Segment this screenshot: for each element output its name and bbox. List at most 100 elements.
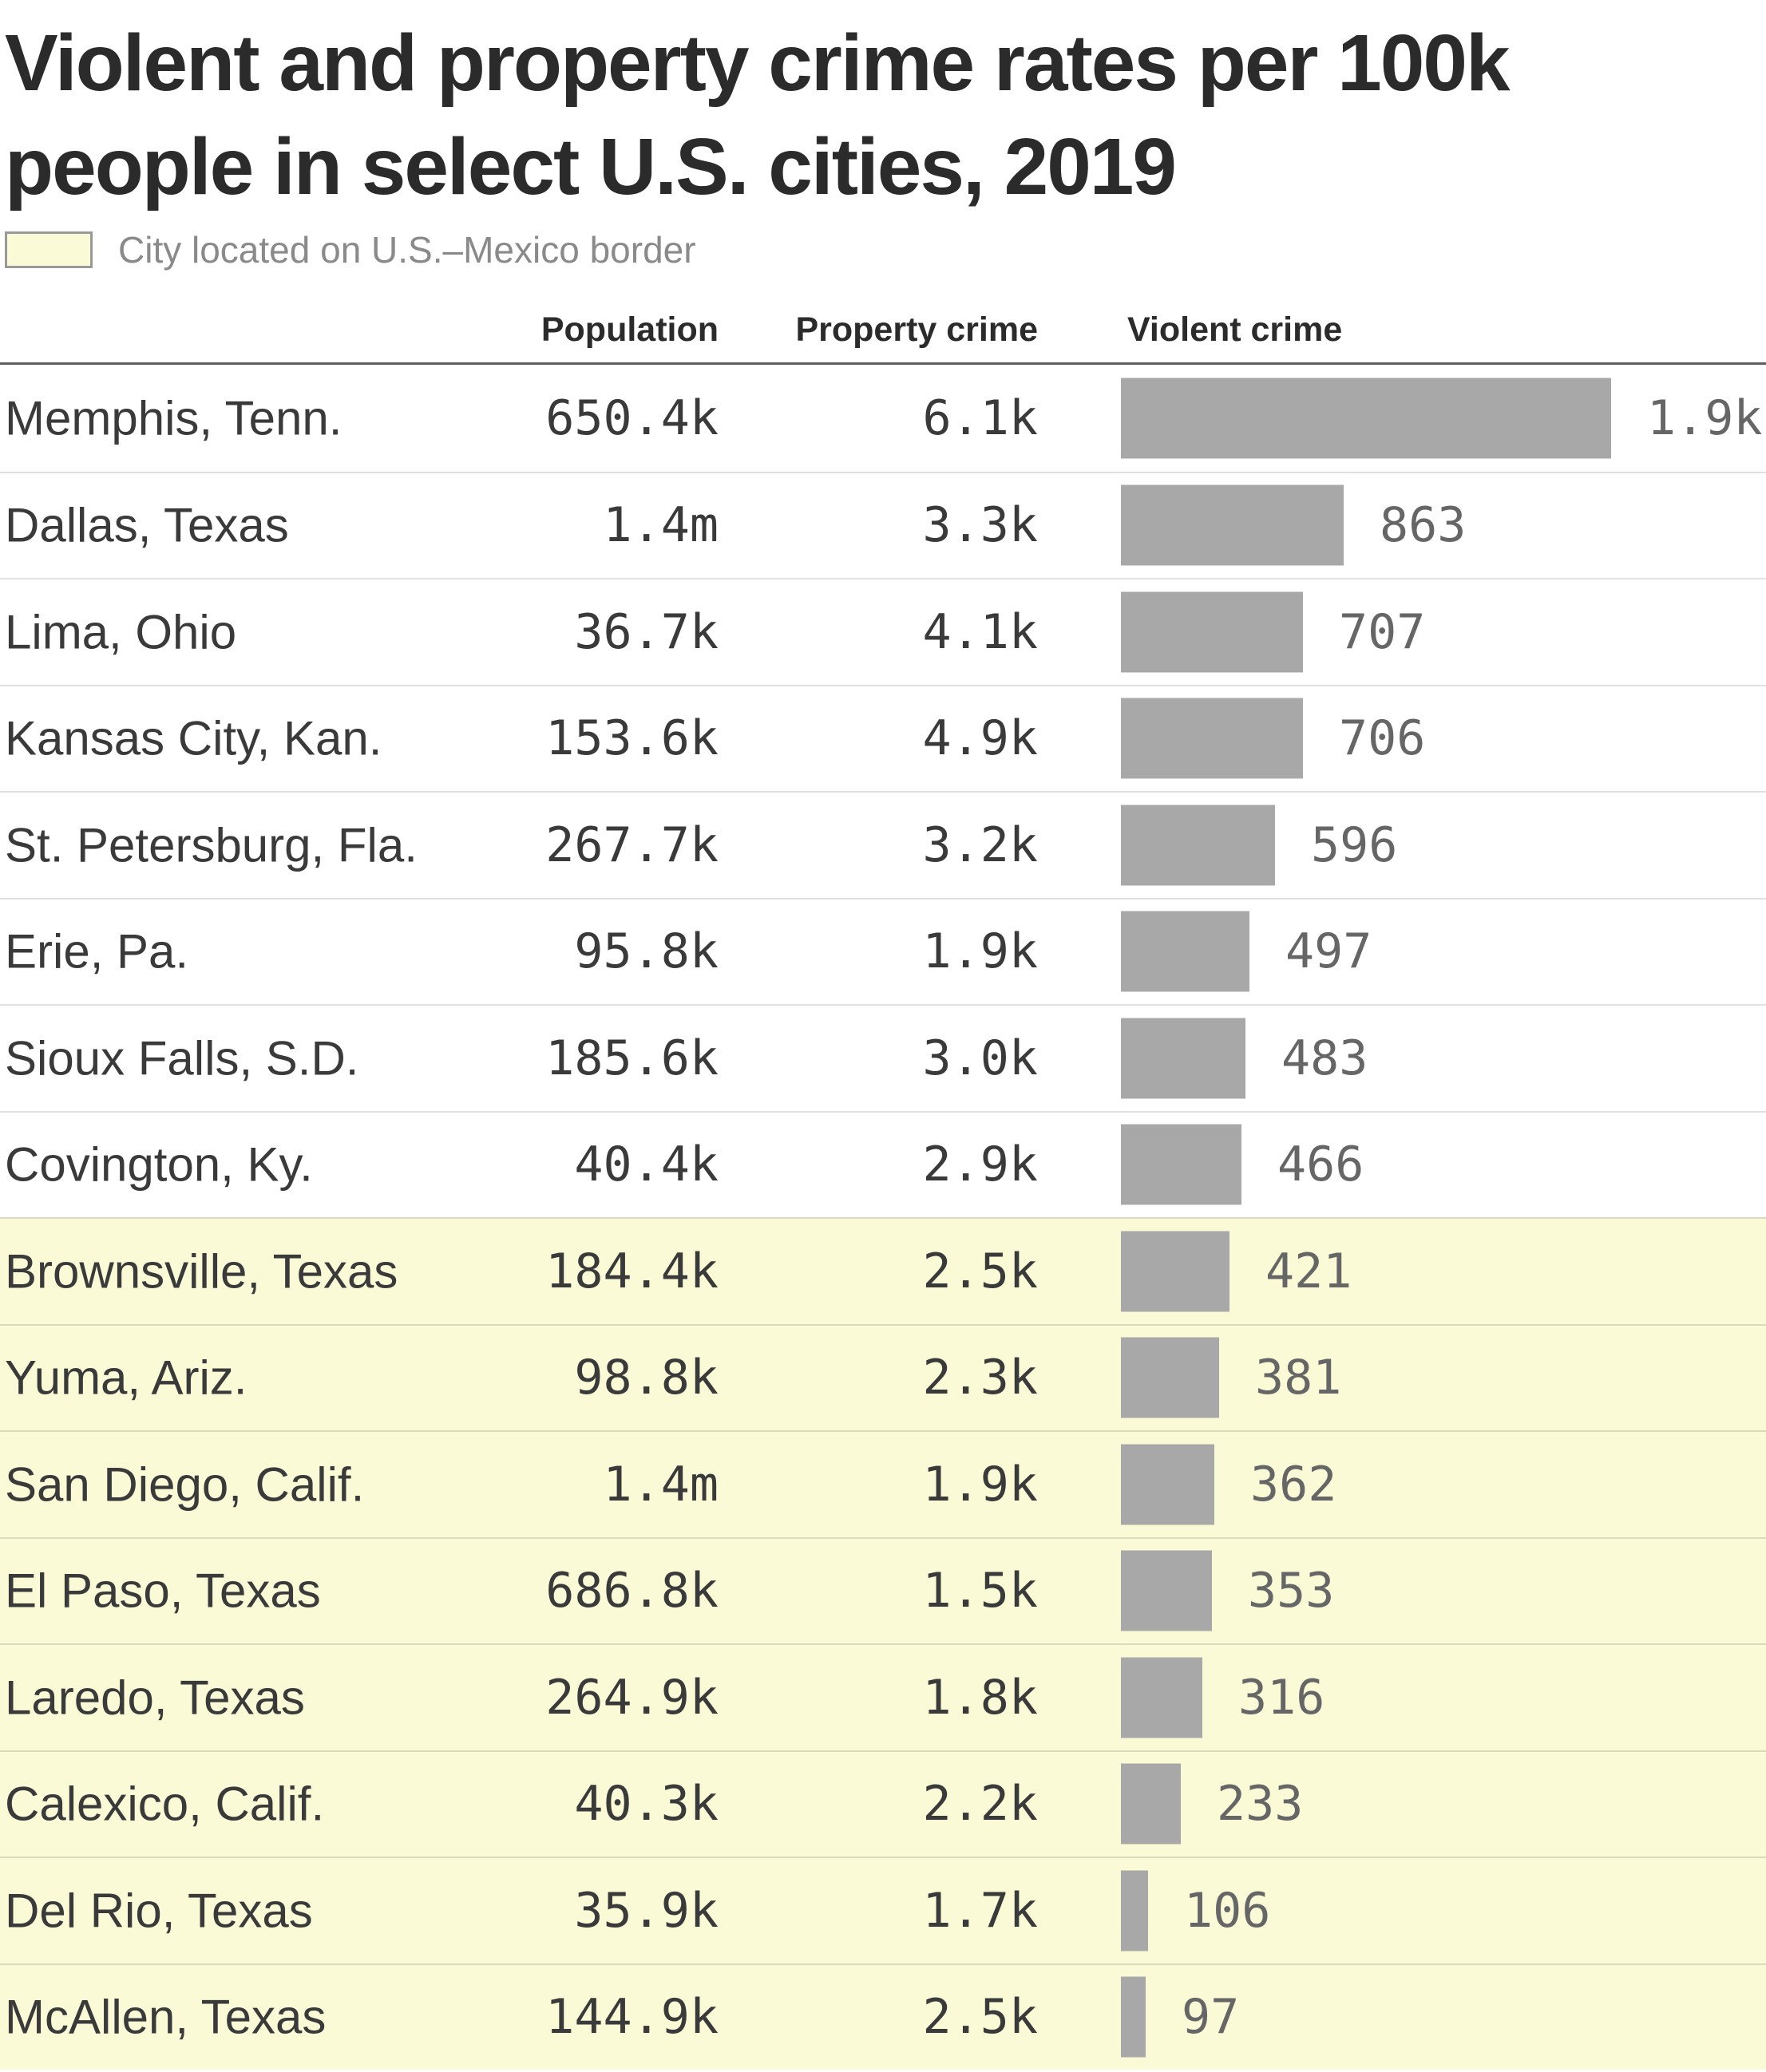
property-crime-value: 2.5k xyxy=(922,1989,1039,2046)
city-label: McAllen, Texas xyxy=(5,1990,327,2044)
population-value: 264.9k xyxy=(545,1669,719,1726)
city-label: Calexico, Calif. xyxy=(5,1777,325,1831)
table-row: Del Rio, Texas 35.9k 1.7k 106 xyxy=(0,1856,1766,1963)
violent-crime-bar xyxy=(1121,1870,1148,1951)
violent-crime-bar xyxy=(1121,1763,1181,1845)
population-value: 1.4m xyxy=(603,497,719,554)
population-value: 650.4k xyxy=(545,389,719,446)
city-label: Yuma, Ariz. xyxy=(5,1350,247,1405)
property-crime-value: 6.1k xyxy=(922,389,1039,446)
city-label: St. Petersburg, Fla. xyxy=(5,818,418,872)
violent-crime-bar xyxy=(1121,1337,1219,1418)
city-label: Erie, Pa. xyxy=(5,924,189,979)
violent-crime-value: 106 xyxy=(1184,1882,1271,1939)
violent-crime-value: 233 xyxy=(1217,1776,1304,1833)
violent-crime-bar xyxy=(1121,805,1275,886)
chart-title: Violent and property crime rates per 100… xyxy=(0,0,1766,219)
population-value: 184.4k xyxy=(545,1243,719,1299)
population-value: 36.7k xyxy=(574,603,719,660)
chart-title-line2: people in select U.S. cities, 2019 xyxy=(5,122,1177,212)
violent-crime-bar xyxy=(1121,911,1249,992)
city-label: Brownsville, Texas xyxy=(5,1244,398,1299)
property-crime-value: 1.5k xyxy=(922,1563,1039,1619)
table-row: Memphis, Tenn. 650.4k 6.1k 1.9k xyxy=(0,365,1766,472)
violent-crime-value: 497 xyxy=(1285,923,1372,980)
violent-crime-value: 863 xyxy=(1380,497,1467,554)
population-value: 95.8k xyxy=(574,923,719,980)
city-label: Lima, Ohio xyxy=(5,605,237,659)
population-value: 267.7k xyxy=(545,817,719,873)
table-row: Calexico, Calif. 40.3k 2.2k 233 xyxy=(0,1750,1766,1856)
property-crime-value: 3.2k xyxy=(922,817,1039,873)
violent-crime-value: 596 xyxy=(1311,817,1398,873)
table-row: Lima, Ohio 36.7k 4.1k 707 xyxy=(0,578,1766,685)
violent-crime-value: 353 xyxy=(1248,1563,1335,1619)
property-crime-value: 4.9k xyxy=(922,710,1039,767)
property-crime-value: 1.7k xyxy=(922,1882,1039,1939)
column-header-property-crime: Property crime xyxy=(795,310,1038,349)
violent-crime-value: 97 xyxy=(1182,1989,1240,2046)
violent-crime-bar xyxy=(1121,1550,1212,1631)
table-row: San Diego, Calif. 1.4m 1.9k 362 xyxy=(0,1430,1766,1537)
property-crime-value: 1.9k xyxy=(922,923,1039,980)
violent-crime-value: 316 xyxy=(1238,1669,1325,1726)
legend: City located on U.S.–Mexico border xyxy=(5,229,1766,271)
violent-crime-value: 421 xyxy=(1265,1243,1352,1299)
property-crime-value: 4.1k xyxy=(922,603,1039,660)
table-row: Yuma, Ariz. 98.8k 2.3k 381 xyxy=(0,1323,1766,1430)
table-row: Sioux Falls, S.D. 185.6k 3.0k 483 xyxy=(0,1004,1766,1111)
violent-crime-bar xyxy=(1121,1657,1202,1738)
property-crime-value: 2.2k xyxy=(922,1776,1039,1833)
city-label: El Paso, Texas xyxy=(5,1564,321,1618)
city-label: San Diego, Calif. xyxy=(5,1457,365,1512)
legend-label: City located on U.S.–Mexico border xyxy=(118,229,696,271)
population-value: 153.6k xyxy=(545,710,719,767)
property-crime-value: 2.5k xyxy=(922,1243,1039,1299)
violent-crime-value: 466 xyxy=(1277,1137,1364,1193)
population-value: 686.8k xyxy=(545,1563,719,1619)
property-crime-value: 2.3k xyxy=(922,1350,1039,1406)
population-value: 35.9k xyxy=(574,1882,719,1939)
violent-crime-value: 362 xyxy=(1250,1456,1337,1512)
property-crime-value: 2.9k xyxy=(922,1137,1039,1193)
population-value: 40.4k xyxy=(574,1137,719,1193)
population-value: 1.4m xyxy=(603,1456,719,1512)
legend-swatch xyxy=(5,231,93,268)
table-row: Dallas, Texas 1.4m 3.3k 863 xyxy=(0,471,1766,578)
population-value: 40.3k xyxy=(574,1776,719,1833)
chart-title-line1: Violent and property crime rates per 100… xyxy=(5,18,1511,108)
violent-crime-bar xyxy=(1121,1124,1241,1205)
table-rows: Memphis, Tenn. 650.4k 6.1k 1.9k Dallas, … xyxy=(0,365,1766,2070)
city-label: Dallas, Texas xyxy=(5,498,289,552)
violent-crime-value: 483 xyxy=(1281,1030,1368,1086)
city-label: Del Rio, Texas xyxy=(5,1884,313,1938)
city-label: Sioux Falls, S.D. xyxy=(5,1031,359,1085)
column-header-population: Population xyxy=(540,310,719,349)
violent-crime-bar xyxy=(1121,591,1303,673)
violent-crime-value: 707 xyxy=(1339,603,1426,660)
violent-crime-bar xyxy=(1121,698,1303,779)
table-row: Covington, Ky. 40.4k 2.9k 466 xyxy=(0,1110,1766,1217)
population-value: 144.9k xyxy=(545,1989,719,2046)
population-value: 185.6k xyxy=(545,1030,719,1086)
city-label: Kansas City, Kan. xyxy=(5,711,382,765)
violent-crime-bar xyxy=(1121,1976,1146,2058)
property-crime-value: 1.8k xyxy=(922,1669,1039,1726)
city-label: Memphis, Tenn. xyxy=(5,391,343,445)
property-crime-value: 1.9k xyxy=(922,1456,1039,1512)
column-header-violent-crime: Violent crime xyxy=(1127,310,1343,349)
table-header: Population Property crime Violent crime xyxy=(0,270,1766,365)
city-label: Covington, Ky. xyxy=(5,1137,313,1192)
violent-crime-bar xyxy=(1121,1231,1229,1312)
table-row: Laredo, Texas 264.9k 1.8k 316 xyxy=(0,1643,1766,1750)
violent-crime-bar xyxy=(1121,378,1611,459)
violent-crime-bar xyxy=(1121,1018,1245,1099)
table-row: Erie, Pa. 95.8k 1.9k 497 xyxy=(0,897,1766,1004)
violent-crime-bar xyxy=(1121,484,1344,566)
table-row: Kansas City, Kan. 153.6k 4.9k 706 xyxy=(0,684,1766,791)
table-row: Brownsville, Texas 184.4k 2.5k 421 xyxy=(0,1217,1766,1324)
violent-crime-bar xyxy=(1121,1444,1214,1525)
table-row: McAllen, Texas 144.9k 2.5k 97 xyxy=(0,1963,1766,2070)
violent-crime-value: 381 xyxy=(1255,1350,1342,1406)
property-crime-value: 3.3k xyxy=(922,497,1039,554)
